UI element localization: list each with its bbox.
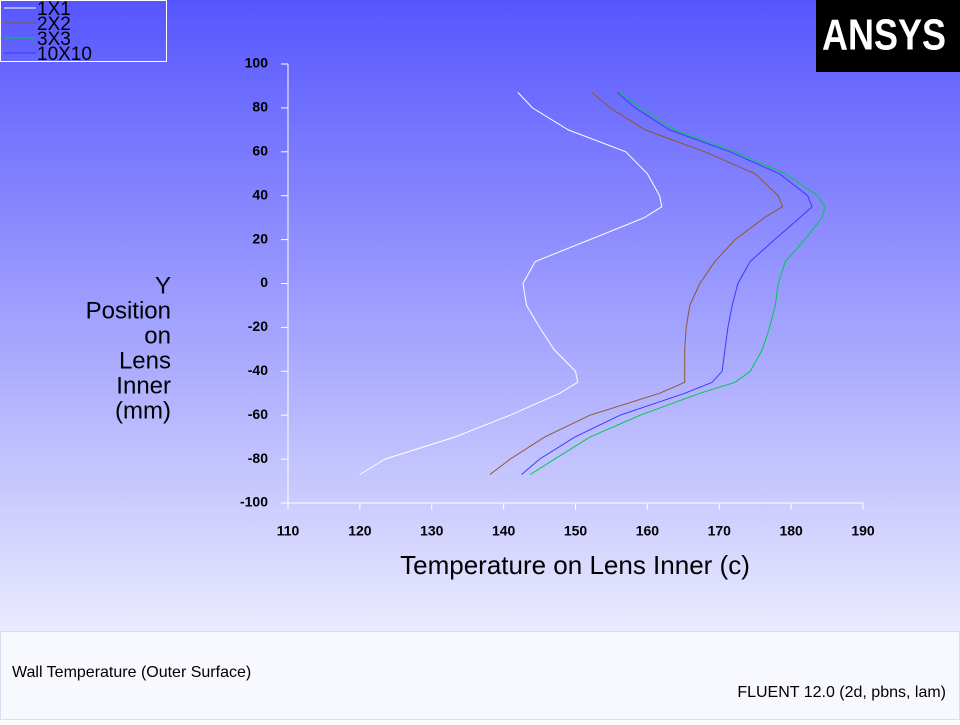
series-line — [529, 92, 826, 475]
x-tick-label: 120 — [348, 523, 372, 539]
legend-label: 1X1 — [37, 0, 71, 20]
x-axis-title: Temperature on Lens Inner (c) — [400, 550, 750, 580]
legend-label: 2X2 — [37, 14, 71, 35]
x-tick-label: 170 — [708, 523, 732, 539]
y-tick-label: 60 — [252, 143, 268, 159]
y-tick-label: -80 — [248, 450, 268, 466]
y-tick-label: -60 — [248, 406, 268, 422]
y-axis-title: Inner — [116, 372, 171, 399]
series-line — [521, 92, 813, 475]
x-tick-label: 180 — [779, 523, 803, 539]
legend-label: 3X3 — [37, 29, 71, 50]
footer-left: Wall Temperature (Outer Surface) — [12, 664, 251, 681]
footer-right: FLUENT 12.0 (2d, pbns, lam) — [737, 684, 946, 701]
y-tick-label: 100 — [245, 55, 269, 71]
y-axis-title: (mm) — [115, 397, 171, 424]
x-tick-label: 150 — [564, 523, 588, 539]
y-tick-label: 80 — [252, 99, 268, 115]
logo-box — [816, 0, 960, 72]
x-tick-label: 160 — [636, 523, 660, 539]
y-tick-label: -100 — [240, 494, 268, 510]
logo: ANSYS — [822, 11, 946, 60]
legend-label: 10X10 — [37, 44, 92, 65]
y-tick-label: 40 — [252, 186, 268, 202]
legend-box — [0, 0, 167, 62]
series-line — [359, 92, 663, 475]
y-tick-label: 20 — [252, 230, 268, 246]
footer-panel — [0, 631, 960, 720]
y-tick-label: -40 — [248, 362, 268, 378]
series-line — [489, 92, 784, 475]
background — [0, 0, 960, 632]
y-axis-title: Lens — [119, 347, 171, 374]
x-tick-label: 190 — [851, 523, 875, 539]
x-tick-label: 110 — [277, 523, 300, 539]
y-axis-title: Position — [86, 297, 171, 324]
x-tick-label: 130 — [420, 523, 444, 539]
y-tick-label: 0 — [260, 274, 268, 290]
y-axis-title: Y — [155, 272, 171, 299]
y-axis-title: on — [144, 322, 171, 349]
x-tick-label: 140 — [492, 523, 516, 539]
y-tick-label: -20 — [248, 318, 268, 334]
